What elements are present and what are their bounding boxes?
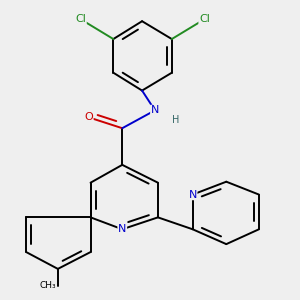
Text: N: N [118, 224, 126, 234]
Text: CH₃: CH₃ [39, 281, 56, 290]
Text: Cl: Cl [199, 14, 210, 24]
Text: N: N [188, 190, 197, 200]
Text: Cl: Cl [75, 14, 86, 24]
Text: O: O [84, 112, 93, 122]
Text: H: H [172, 115, 179, 125]
Text: N: N [151, 105, 159, 116]
